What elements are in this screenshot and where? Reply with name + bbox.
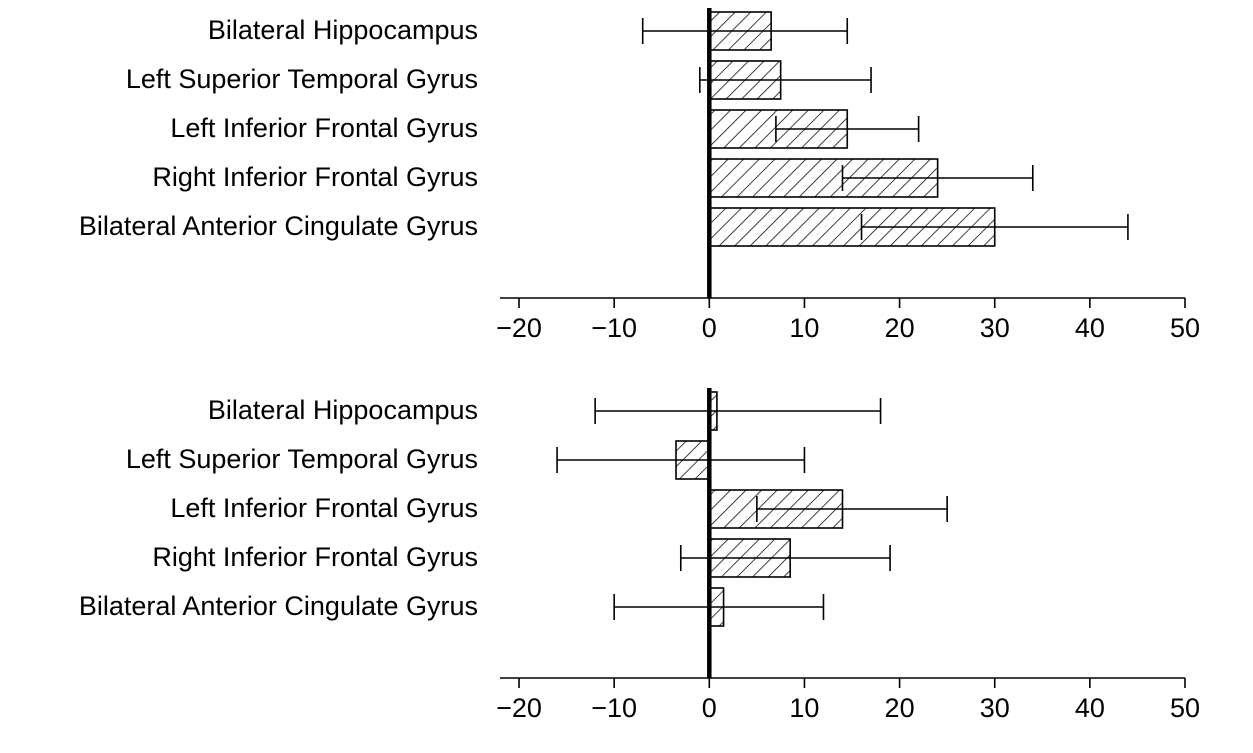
category-label: Right Inferior Frontal Gyrus [152,542,478,572]
error-bar [595,398,880,424]
x-tick-label: 30 [980,693,1010,723]
x-tick-label: 30 [980,313,1010,343]
x-tick-label: 40 [1075,313,1105,343]
chart-svg: Bilateral Hippocampus Left Superior Tempo… [0,0,1253,360]
x-tick-label: −20 [496,693,542,723]
x-tick-label: −20 [496,313,542,343]
x-tick-label: 10 [789,693,819,723]
x-tick-label: 20 [885,693,915,723]
category-label: Left Inferior Frontal Gyrus [170,493,478,523]
category-label: Left Superior Temporal Gyrus [126,444,478,474]
x-tick-label: 20 [885,313,915,343]
bottom-chart-panel: Bilateral Hippocampus Left Superior Tempo… [0,380,1253,740]
chart-svg: Bilateral Hippocampus Left Superior Tempo… [0,380,1253,740]
category-label: Left Inferior Frontal Gyrus [170,113,478,143]
x-tick-label: 0 [702,693,717,723]
category-label: Bilateral Anterior Cingulate Gyrus [79,211,478,241]
x-tick-label: 40 [1075,693,1105,723]
x-tick-label: 10 [789,313,819,343]
category-label: Left Superior Temporal Gyrus [126,64,478,94]
top-chart-panel: Bilateral Hippocampus Left Superior Tempo… [0,0,1253,360]
category-label: Right Inferior Frontal Gyrus [152,162,478,192]
category-label: Bilateral Hippocampus [208,15,478,45]
category-label: Bilateral Anterior Cingulate Gyrus [79,591,478,621]
x-tick-label: −10 [591,313,637,343]
chart-page: Bilateral Hippocampus Left Superior Tempo… [0,0,1253,753]
x-tick-label: 50 [1170,313,1200,343]
category-label: Bilateral Hippocampus [208,395,478,425]
x-tick-label: 0 [702,313,717,343]
x-tick-label: 50 [1170,693,1200,723]
x-tick-label: −10 [591,693,637,723]
